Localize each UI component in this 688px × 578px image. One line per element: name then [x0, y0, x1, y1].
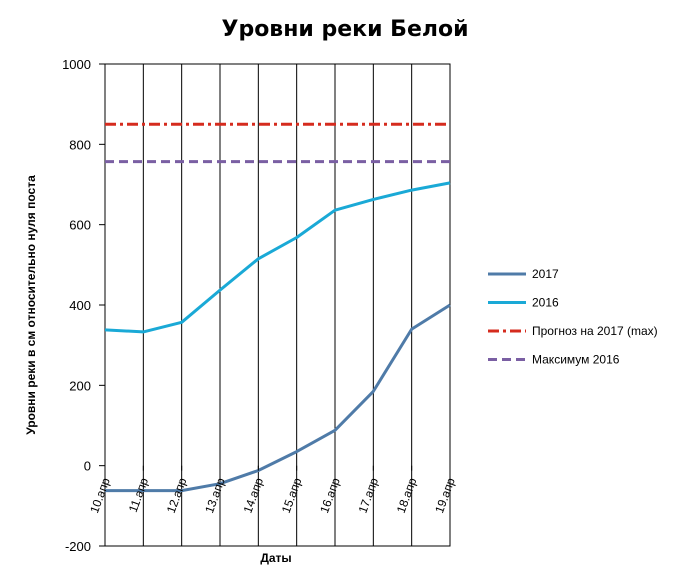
y-tick-label: 400	[69, 298, 91, 313]
x-tick-label: 14.апр	[241, 476, 267, 515]
series-line-1	[105, 303, 451, 493]
plot-area	[104, 63, 451, 547]
x-tick-label: 10.апр	[87, 476, 113, 515]
y-tick-label: 1000	[62, 57, 91, 72]
y-tick-label: 0	[84, 459, 91, 474]
x-tick-label: 16.апр	[317, 476, 343, 515]
y-axis-label: Уровни реки в см относительно нуля поста	[24, 175, 38, 435]
plot-frame	[104, 63, 451, 547]
x-tick-label: 12.апр	[164, 476, 190, 515]
y-axis-ticks: -200 0 200 400 600 800 1000	[62, 57, 105, 554]
x-axis-label: Даты	[260, 551, 291, 565]
x-tick-label: 13.апр	[202, 476, 228, 515]
y-tick-label: 200	[69, 378, 91, 393]
y-tick-label: 600	[69, 218, 91, 233]
legend-label-2: 2016	[532, 296, 559, 310]
y-tick-label: 800	[69, 137, 91, 152]
legend: 2017 2016 Прогноз на 2017 (max) Максимум 20…	[488, 267, 658, 367]
x-tick-label: 19.апр	[432, 476, 458, 515]
x-tick-label: 18.апр	[394, 476, 420, 515]
x-tick-label: 17.апр	[356, 476, 382, 515]
series-line-2	[104, 181, 451, 334]
chart-title: Уровни реки Белой	[221, 17, 468, 42]
x-axis-ticks: 10.апр 11.апр 12.апр 13.апр 14.апр 15.апр 16.а…	[87, 465, 458, 515]
legend-label-3: Прогноз на 2017 (max)	[532, 324, 658, 338]
y-tick-label: -200	[65, 539, 91, 554]
legend-label-4: Максимум 2016	[532, 353, 620, 367]
x-tick-label: 15.апр	[279, 476, 305, 515]
x-tick-label: 11.апр	[126, 476, 151, 515]
legend-label-1: 2017	[532, 267, 559, 281]
